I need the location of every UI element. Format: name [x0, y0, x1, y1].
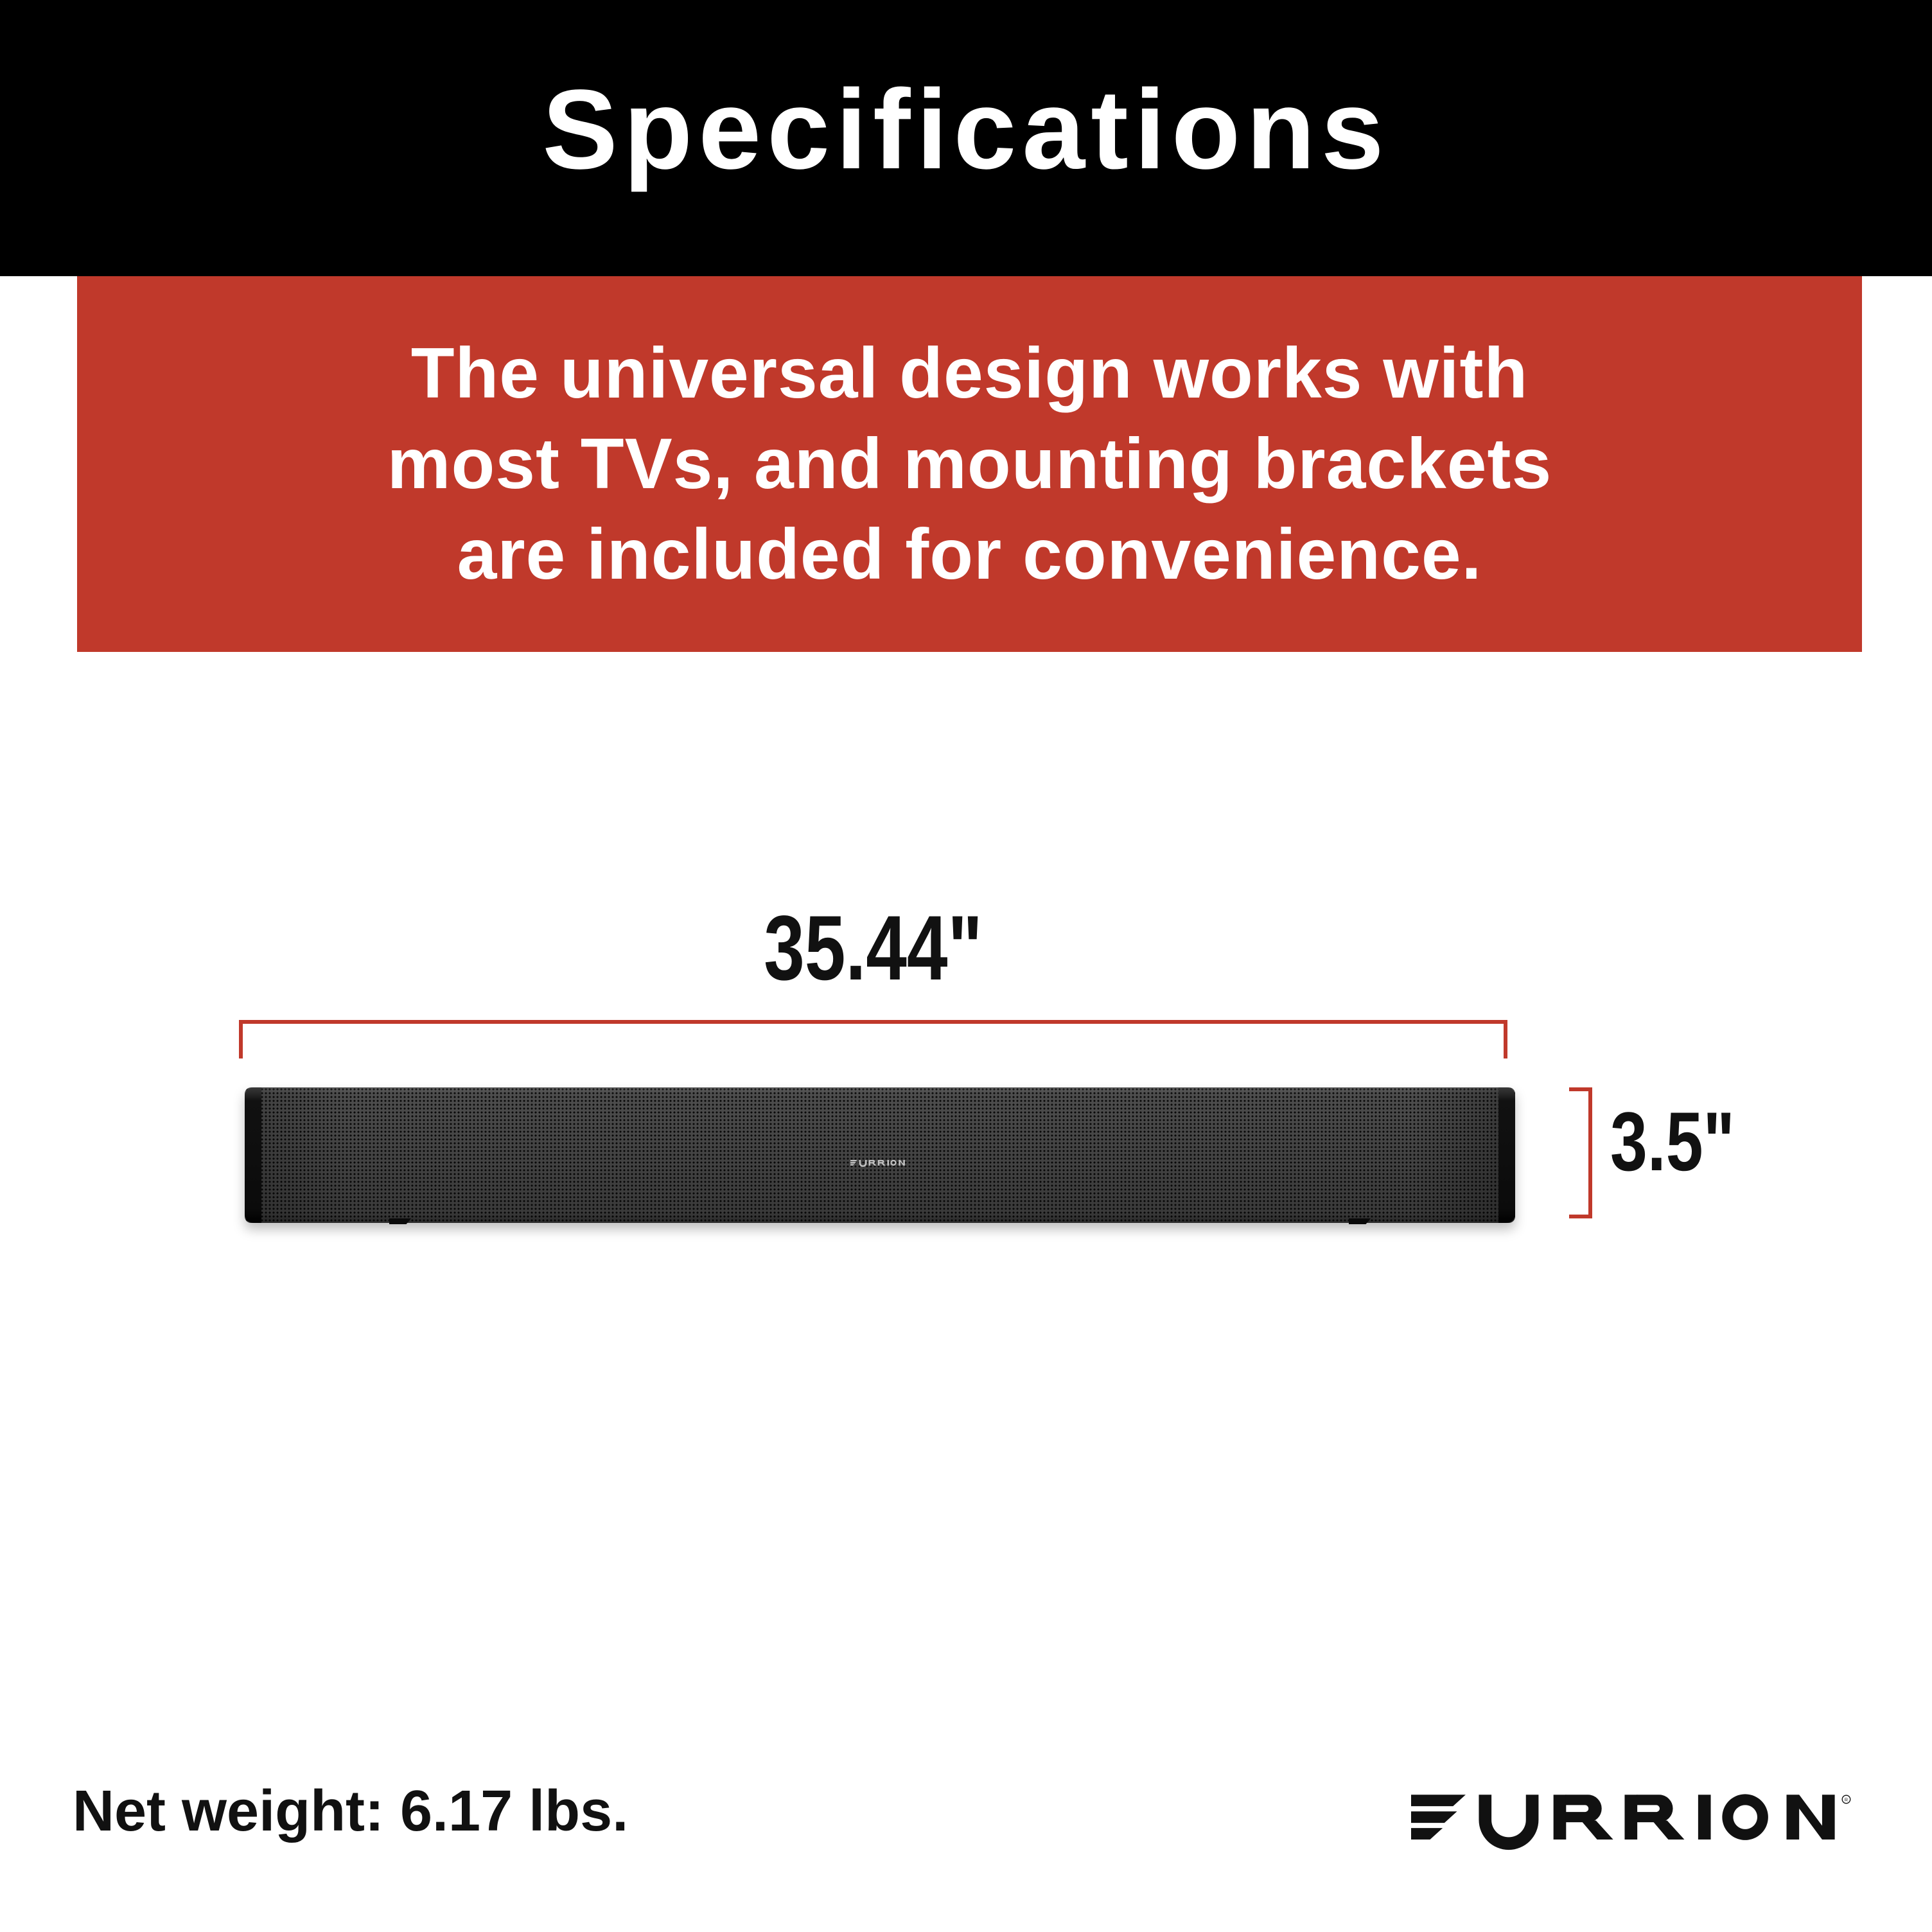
svg-text:R: R — [1845, 1798, 1848, 1803]
